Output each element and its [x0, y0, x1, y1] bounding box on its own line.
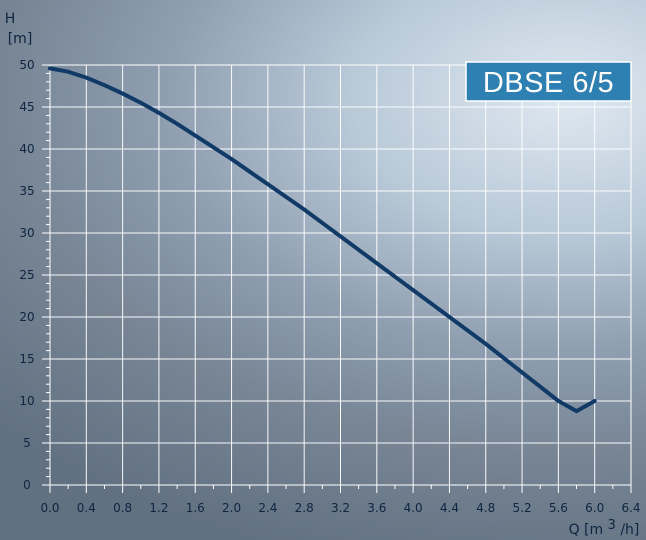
y-tick-label: 15	[19, 352, 34, 366]
x-tick-label: 2.0	[222, 501, 241, 515]
x-tick-label: 2.8	[295, 501, 314, 515]
x-tick-label: 6.4	[621, 501, 640, 515]
title-box: DBSE 6/5	[465, 61, 632, 102]
y-tick-label: 35	[19, 184, 34, 198]
x-tick-label: 3.6	[367, 501, 386, 515]
x-tick-label: 5.2	[513, 501, 532, 515]
y-tick-label: 25	[19, 268, 34, 282]
x-tick-label: 3.2	[331, 501, 350, 515]
x-tick-label: 1.2	[149, 501, 168, 515]
x-tick-label: 5.6	[549, 501, 568, 515]
grid-group	[49, 64, 632, 486]
y-tick-label: 20	[19, 310, 34, 324]
y-tick-label: 30	[19, 226, 34, 240]
x-tick-label: 4.8	[476, 501, 495, 515]
pump-curve-line	[48, 66, 597, 414]
y-axis-title: H	[5, 11, 16, 27]
y-tick-label: 0	[23, 478, 31, 492]
x-tick-label: 0.0	[40, 501, 59, 515]
x-axis-title: Q [m 3 /h]	[569, 517, 640, 538]
title-background	[465, 61, 632, 102]
ticks-group: 0 5 10 15 20 25 30 35 40 45 50 0.0 0.4 0.8 1.2 1.6 2.0 2.…	[19, 58, 640, 515]
x-tick-label: 6.0	[585, 501, 604, 515]
x-tick-label: 0.8	[113, 501, 132, 515]
y-tick-label: 5	[23, 436, 31, 450]
x-tick-label: 4.4	[440, 501, 459, 515]
chart-title: DBSE 6/5	[483, 67, 614, 99]
y-tick-label: 45	[19, 100, 34, 114]
y-tick-label: 40	[19, 142, 34, 156]
y-axis-unit: [m]	[8, 31, 33, 47]
x-tick-label: 1.6	[186, 501, 205, 515]
x-tick-label: 4.0	[404, 501, 423, 515]
x-tick-label: 0.4	[77, 501, 96, 515]
x-axis-title-prefix: Q [m	[569, 522, 604, 538]
x-axis-title-superscript: 3	[608, 518, 616, 533]
y-tick-label: 50	[19, 58, 34, 72]
y-tick-label: 10	[19, 394, 34, 408]
x-axis-title-suffix: /h]	[620, 522, 639, 538]
x-tick-label: 2.4	[258, 501, 277, 515]
